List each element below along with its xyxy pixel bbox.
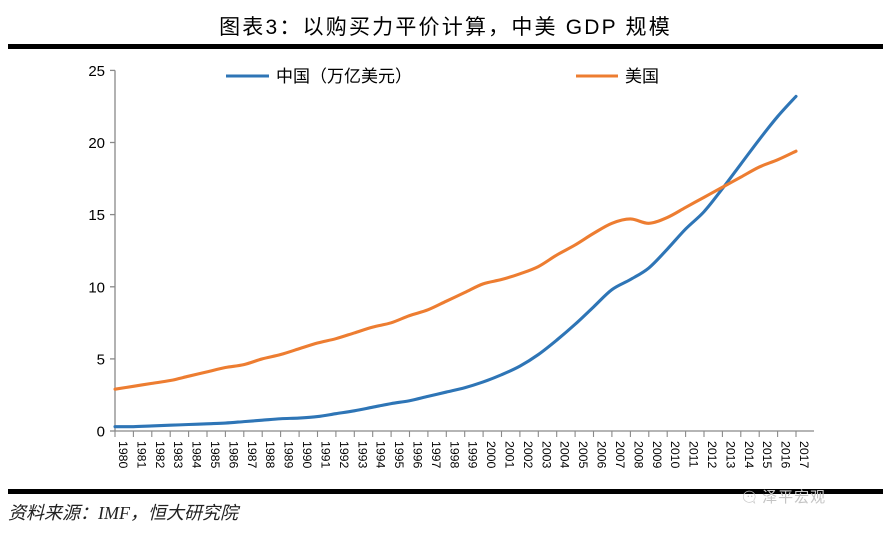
svg-text:2009: 2009 [650,441,664,469]
svg-text:1999: 1999 [466,441,480,469]
svg-text:2012: 2012 [705,441,719,469]
svg-text:2013: 2013 [723,441,737,469]
svg-text:1984: 1984 [190,441,204,469]
svg-text:1988: 1988 [263,441,277,469]
svg-text:1993: 1993 [355,441,369,469]
svg-text:20: 20 [88,135,105,152]
svg-text:1982: 1982 [153,441,167,469]
svg-text:1997: 1997 [429,441,443,469]
svg-text:25: 25 [88,63,105,80]
svg-text:2002: 2002 [521,441,535,469]
svg-text:美国: 美国 [625,67,659,86]
svg-text:1986: 1986 [226,441,240,469]
svg-text:2000: 2000 [484,441,498,469]
svg-text:2014: 2014 [742,441,756,469]
svg-text:1980: 1980 [116,441,130,469]
svg-text:2016: 2016 [779,441,793,469]
svg-text:1990: 1990 [300,441,314,469]
svg-text:2003: 2003 [539,441,553,469]
svg-text:中国（万亿美元）: 中国（万亿美元） [276,67,412,86]
svg-text:2008: 2008 [631,441,645,469]
svg-text:2005: 2005 [576,441,590,469]
svg-text:10: 10 [88,279,105,296]
svg-text:1981: 1981 [134,441,148,469]
svg-text:1995: 1995 [392,441,406,469]
svg-text:2015: 2015 [760,441,774,469]
svg-text:2001: 2001 [503,441,517,469]
svg-text:2010: 2010 [668,441,682,469]
svg-text:1991: 1991 [319,441,333,469]
svg-text:5: 5 [97,351,105,368]
svg-text:1989: 1989 [282,441,296,469]
svg-text:2006: 2006 [595,441,609,469]
svg-text:1992: 1992 [337,441,351,469]
svg-text:2007: 2007 [613,441,627,469]
svg-text:1985: 1985 [208,441,222,469]
svg-text:1994: 1994 [374,441,388,469]
svg-text:2017: 2017 [797,441,811,469]
svg-text:1983: 1983 [171,441,185,469]
svg-text:1996: 1996 [411,441,425,469]
svg-text:2004: 2004 [558,441,572,469]
svg-text:0: 0 [97,424,105,441]
svg-text:15: 15 [88,207,105,224]
svg-text:2011: 2011 [687,441,701,468]
svg-text:1998: 1998 [447,441,461,469]
svg-text:1987: 1987 [245,441,259,469]
